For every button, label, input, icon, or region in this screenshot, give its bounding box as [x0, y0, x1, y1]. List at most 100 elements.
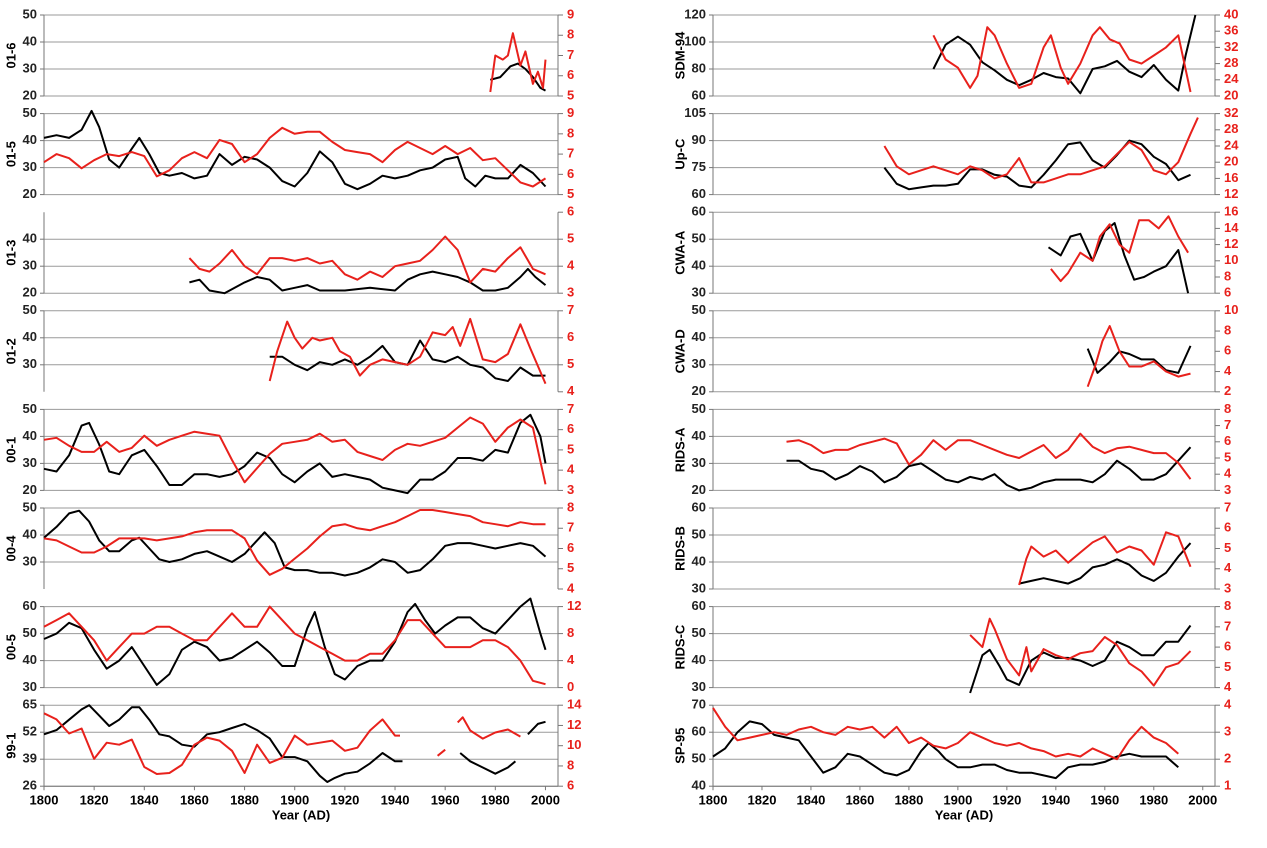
x-tick-label: 1900: [280, 793, 309, 808]
y-axis-label: 00-1: [3, 437, 18, 463]
x-tick-label: 1820: [80, 793, 109, 808]
y-tick-label: 20: [23, 285, 37, 300]
series-line: [43, 597, 547, 686]
y-tick-label: 52: [23, 724, 37, 739]
series-line: [43, 109, 547, 191]
y2-tick-label: 5: [567, 356, 574, 371]
y2-tick-label: 9: [567, 6, 574, 21]
y-tick-label: 40: [23, 652, 37, 667]
x-tick-label: 1840: [130, 793, 159, 808]
y-axis-label: RIDS-A: [672, 427, 687, 472]
y2-tick-label: 4: [567, 258, 575, 273]
y-tick-label: 60: [692, 87, 706, 102]
series-line: [43, 416, 547, 485]
y-tick-label: 60: [692, 724, 706, 739]
y-tick-label: 40: [692, 428, 706, 443]
y2-tick-label: 7: [567, 302, 574, 317]
y2-tick-label: 7: [1224, 499, 1231, 514]
y2-tick-label: 5: [567, 87, 574, 102]
y2-tick-label: 6: [1224, 639, 1231, 654]
y-axis-label: 01-6: [3, 42, 18, 68]
y2-tick-label: 5: [567, 186, 574, 201]
x-tick-label: 1880: [894, 793, 923, 808]
y-tick-label: 50: [692, 625, 706, 640]
y2-tick-label: 40: [1224, 6, 1238, 21]
y2-tick-label: 4: [1224, 560, 1232, 575]
y2-tick-label: 8: [1224, 598, 1231, 613]
y-axis-label: 01-3: [3, 240, 18, 266]
y2-tick-label: 12: [1224, 186, 1238, 201]
y2-tick-label: 16: [1224, 170, 1238, 185]
y2-tick-label: 4: [567, 652, 575, 667]
y2-tick-label: 6: [1224, 343, 1231, 358]
y-tick-label: 60: [692, 204, 706, 219]
y2-tick-label: 8: [567, 625, 574, 640]
series-line: [43, 704, 546, 783]
series-line: [1018, 542, 1192, 585]
y-tick-label: 20: [23, 186, 37, 201]
y2-tick-label: 6: [567, 67, 574, 82]
y-tick-label: 20: [692, 482, 706, 497]
y2-tick-label: 3: [567, 285, 574, 300]
y2-tick-label: 8: [1224, 322, 1231, 337]
y2-tick-label: 6: [1224, 520, 1231, 535]
y-tick-label: 40: [23, 33, 37, 48]
x-tick-label: 1860: [845, 793, 874, 808]
y-axis-label: 00-5: [3, 634, 18, 660]
panel: 20 30 40 50 3 4 5 6 7 00-1: [3, 401, 575, 497]
y-tick-label: 40: [23, 428, 37, 443]
y-axis-label: 01-5: [3, 141, 18, 167]
x-axis-label: Year (AD): [935, 808, 994, 823]
y-axis-label: SP-95: [672, 728, 687, 764]
y2-tick-label: 3: [1224, 580, 1231, 595]
series-line: [489, 32, 547, 93]
x-tick-label: 1940: [381, 793, 410, 808]
y2-tick-label: 5: [567, 560, 574, 575]
series-line: [883, 139, 1191, 191]
y2-tick-label: 28: [1224, 121, 1238, 136]
y-tick-label: 100: [684, 33, 706, 48]
y-tick-label: 30: [23, 159, 37, 174]
series-line: [712, 707, 1179, 761]
y2-tick-label: 14: [567, 697, 582, 712]
y2-tick-label: 4: [567, 383, 575, 398]
y2-tick-label: 32: [1224, 105, 1238, 120]
y-tick-label: 40: [23, 329, 37, 344]
x-tick-label: 1960: [431, 793, 460, 808]
y-axis-label: RIDS-C: [672, 624, 687, 669]
y2-tick-label: 24: [1224, 71, 1239, 86]
series-line: [268, 317, 547, 385]
y-tick-label: 60: [692, 499, 706, 514]
y2-tick-label: 12: [567, 598, 581, 613]
x-tick-label: 1960: [1090, 793, 1119, 808]
y2-tick-label: 14: [1224, 220, 1239, 235]
y-tick-label: 90: [692, 132, 706, 147]
y-tick-label: 40: [23, 132, 37, 147]
y2-tick-label: 8: [1224, 401, 1231, 416]
y2-tick-label: 1: [1224, 778, 1231, 793]
y-tick-label: 50: [692, 401, 706, 416]
y-tick-label: 105: [684, 105, 706, 120]
y-axis-label: SDM-94: [672, 31, 687, 79]
x-tick-label: 1860: [180, 793, 209, 808]
y-tick-label: 30: [23, 60, 37, 75]
y2-tick-label: 6: [1224, 285, 1231, 300]
y-tick-label: 50: [23, 105, 37, 120]
y2-tick-label: 7: [1224, 618, 1231, 633]
y2-tick-label: 32: [1224, 39, 1238, 54]
x-tick-label: 2000: [531, 793, 560, 808]
y2-tick-label: 6: [567, 421, 574, 436]
y-tick-label: 65: [23, 697, 37, 712]
x-tick-label: 1900: [943, 793, 972, 808]
x-tick-label: 1920: [992, 793, 1021, 808]
y2-tick-label: 7: [567, 520, 574, 535]
y-tick-label: 30: [23, 356, 37, 371]
series-line: [269, 339, 546, 382]
y2-tick-label: 4: [1224, 697, 1232, 712]
series-line: [1086, 345, 1192, 374]
y-tick-label: 60: [692, 598, 706, 613]
series-line: [932, 14, 1197, 95]
